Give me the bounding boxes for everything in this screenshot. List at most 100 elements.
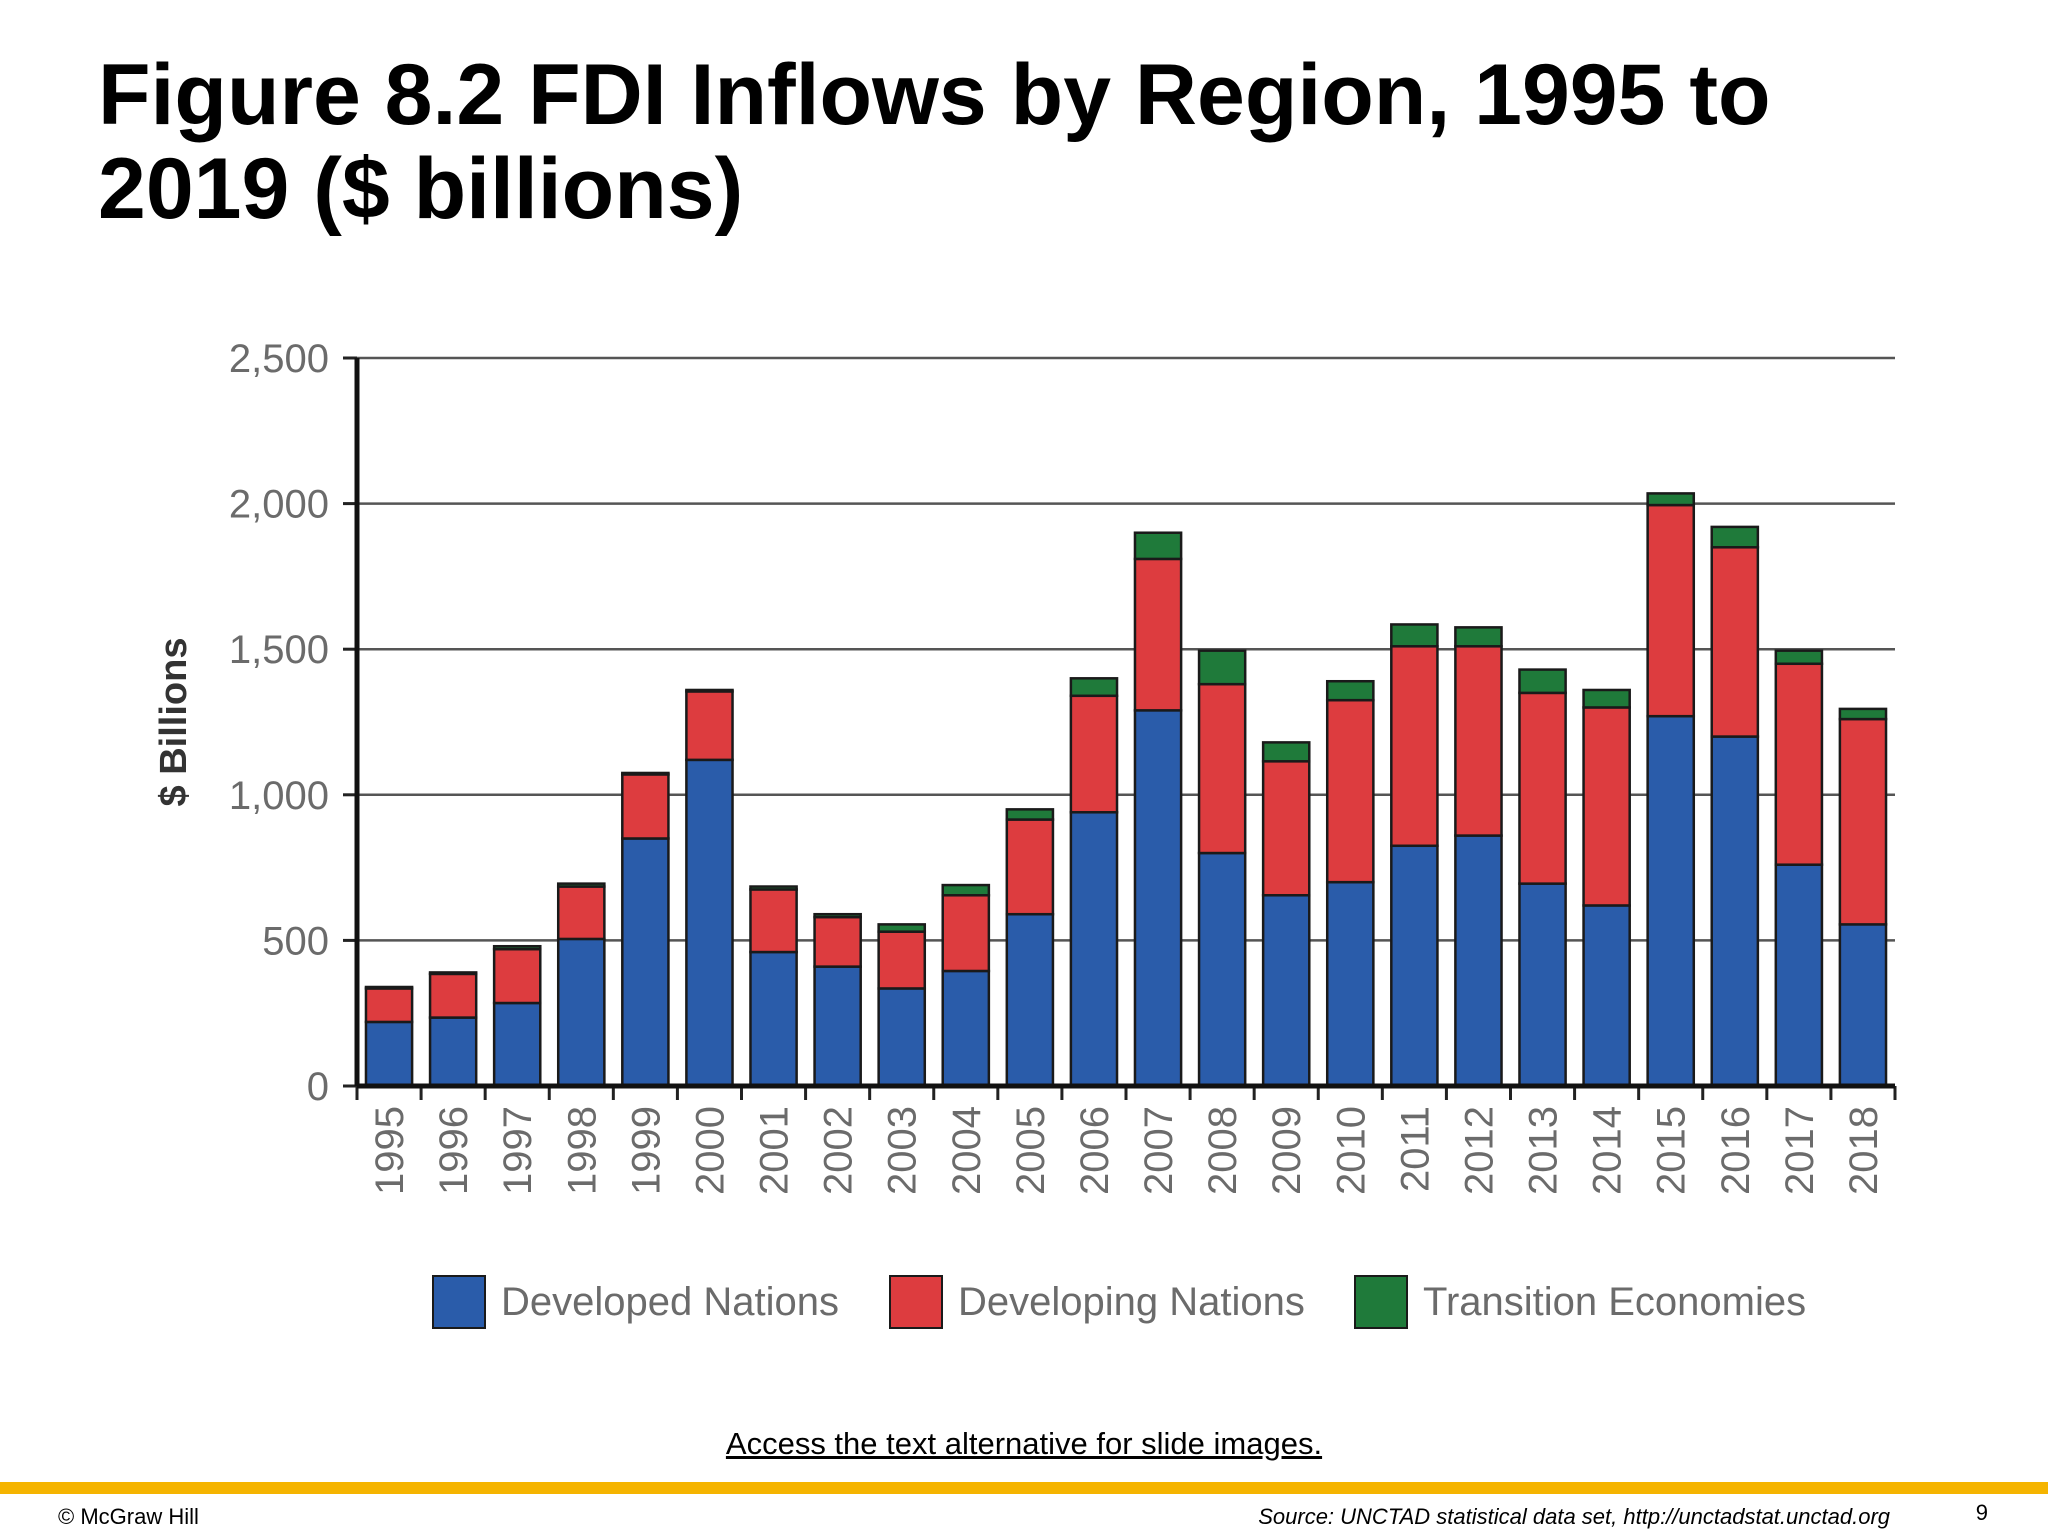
bar-segment: [1261, 894, 1311, 1088]
x-tick-label: 2015: [1650, 1106, 1694, 1195]
bar-segment: [749, 888, 798, 954]
gridlines: [343, 356, 1895, 1088]
bar-segment: [1005, 808, 1055, 821]
x-tick-label: 2016: [1714, 1106, 1758, 1195]
y-tick-label: 2,000: [229, 483, 329, 527]
bar-segment: [877, 923, 927, 933]
x-tick-label: 2003: [881, 1106, 925, 1195]
bar-segment: [1582, 706, 1631, 907]
bar-segment: [813, 965, 862, 1088]
bar-segment: [941, 969, 991, 1088]
bar-segment: [813, 915, 862, 968]
bar-segment: [1710, 525, 1760, 549]
bar-segment: [1069, 677, 1119, 698]
legend: Developed Nations Developing Nations Trans…: [432, 1275, 1806, 1329]
bar-segment: [1454, 626, 1503, 648]
x-tick-label: 2004: [945, 1106, 989, 1195]
y-axis-label: $ Billions: [153, 638, 195, 807]
bar-segment: [1774, 863, 1824, 1088]
bar-segment: [556, 937, 606, 1088]
bar-segment: [1325, 679, 1375, 702]
bar-segment: [1133, 557, 1183, 712]
bar-segment: [364, 985, 414, 990]
y-tick-label: 1,000: [229, 774, 329, 818]
bar-segment: [749, 885, 798, 891]
bar-segment: [1518, 691, 1567, 885]
bar-segment: [1774, 649, 1824, 666]
bar-segment: [428, 972, 478, 1019]
x-tick-label: 1996: [432, 1106, 476, 1195]
x-tick-label: 1995: [368, 1106, 412, 1195]
bar-segment: [428, 971, 478, 976]
x-tick-label: 2018: [1842, 1106, 1886, 1195]
bar-segment: [1069, 811, 1119, 1088]
y-tick-label: 500: [262, 919, 329, 963]
bar-segment: [1069, 694, 1119, 814]
bar-segment: [621, 773, 670, 840]
bar-segment: [1582, 688, 1631, 709]
x-tick-label: 2017: [1778, 1106, 1822, 1195]
bar-segment: [1261, 741, 1311, 763]
bar-segment: [1646, 492, 1696, 507]
bar-segment: [1325, 880, 1375, 1088]
bar-segment: [1261, 760, 1311, 897]
bar-segment: [941, 883, 991, 897]
bar-segment: [1646, 503, 1696, 718]
x-tick-label: 1999: [624, 1106, 668, 1195]
bar-segment: [492, 944, 542, 951]
bar-segment: [1518, 882, 1567, 1088]
bar-segment: [813, 912, 862, 919]
bar-segment: [1390, 844, 1439, 1088]
bar-segment: [1710, 735, 1760, 1088]
bar-segment: [492, 1001, 542, 1088]
bar-segment: [1838, 717, 1888, 926]
bar-segment: [1710, 546, 1760, 738]
bar-segment: [1005, 818, 1055, 916]
bar-segment: [1133, 531, 1183, 561]
axes: [354, 358, 1897, 1100]
bar-segment: [1454, 645, 1503, 837]
bar-segment: [621, 771, 670, 776]
x-tick-label: 2002: [817, 1106, 861, 1195]
text-alternative-link[interactable]: Access the text alternative for slide im…: [725, 1426, 1323, 1461]
bar-segment: [1646, 714, 1696, 1088]
x-tick-label: 2000: [688, 1106, 732, 1195]
bar-segment: [685, 690, 734, 762]
x-tick-label: 2008: [1201, 1106, 1245, 1195]
x-tick-label: 2011: [1393, 1106, 1437, 1192]
bar-segment: [1197, 851, 1247, 1088]
bar-segment: [877, 930, 927, 990]
x-tick-label: 2009: [1265, 1106, 1309, 1195]
bar-segment: [1838, 923, 1888, 1088]
bar-segment: [364, 987, 414, 1024]
x-tick-label: 2001: [753, 1106, 797, 1195]
bar-segment: [1390, 623, 1439, 648]
bar-segment: [556, 885, 606, 941]
legend-label: Developing Nations: [958, 1280, 1305, 1324]
y-tick-label: 1,500: [229, 628, 329, 672]
bar-segment: [685, 758, 734, 1088]
bar-segment: [1774, 662, 1824, 866]
x-tick-label: 1997: [496, 1106, 540, 1195]
x-tick-label: 2007: [1137, 1106, 1181, 1195]
x-tick-label: 2014: [1586, 1106, 1630, 1195]
x-tick-label: 2013: [1522, 1106, 1566, 1195]
bar-segment: [1838, 707, 1888, 721]
x-tick-label: 2012: [1457, 1106, 1501, 1195]
page-number: 9: [1975, 1500, 1988, 1525]
bar-segment: [1454, 834, 1503, 1088]
y-tick-label: 2,500: [229, 337, 329, 381]
x-tick-label: 2010: [1329, 1106, 1373, 1195]
x-tick-label: 2006: [1073, 1106, 1117, 1195]
bar-segment: [1005, 912, 1055, 1088]
source-citation: Source: UNCTAD statistical data set, htt…: [1258, 1504, 1890, 1529]
slide-title: Figure 8.2 FDI Inflows by Region, 1995 t…: [98, 47, 1771, 237]
bars: [364, 492, 1888, 1088]
x-tick-labels: 1995 1996 1997 1998 1999 2000 2001 2002 2003 2004…: [368, 1106, 1886, 1195]
x-tick-label: 1998: [560, 1106, 604, 1195]
bar-segment: [1518, 668, 1567, 695]
footer-accent-bar: [0, 1482, 2048, 1494]
bar-segment: [877, 987, 927, 1088]
y-tick-labels: 0 500 1,000 1,500 2,000 2,500: [229, 337, 329, 1109]
y-tick-label: 0: [307, 1065, 329, 1109]
